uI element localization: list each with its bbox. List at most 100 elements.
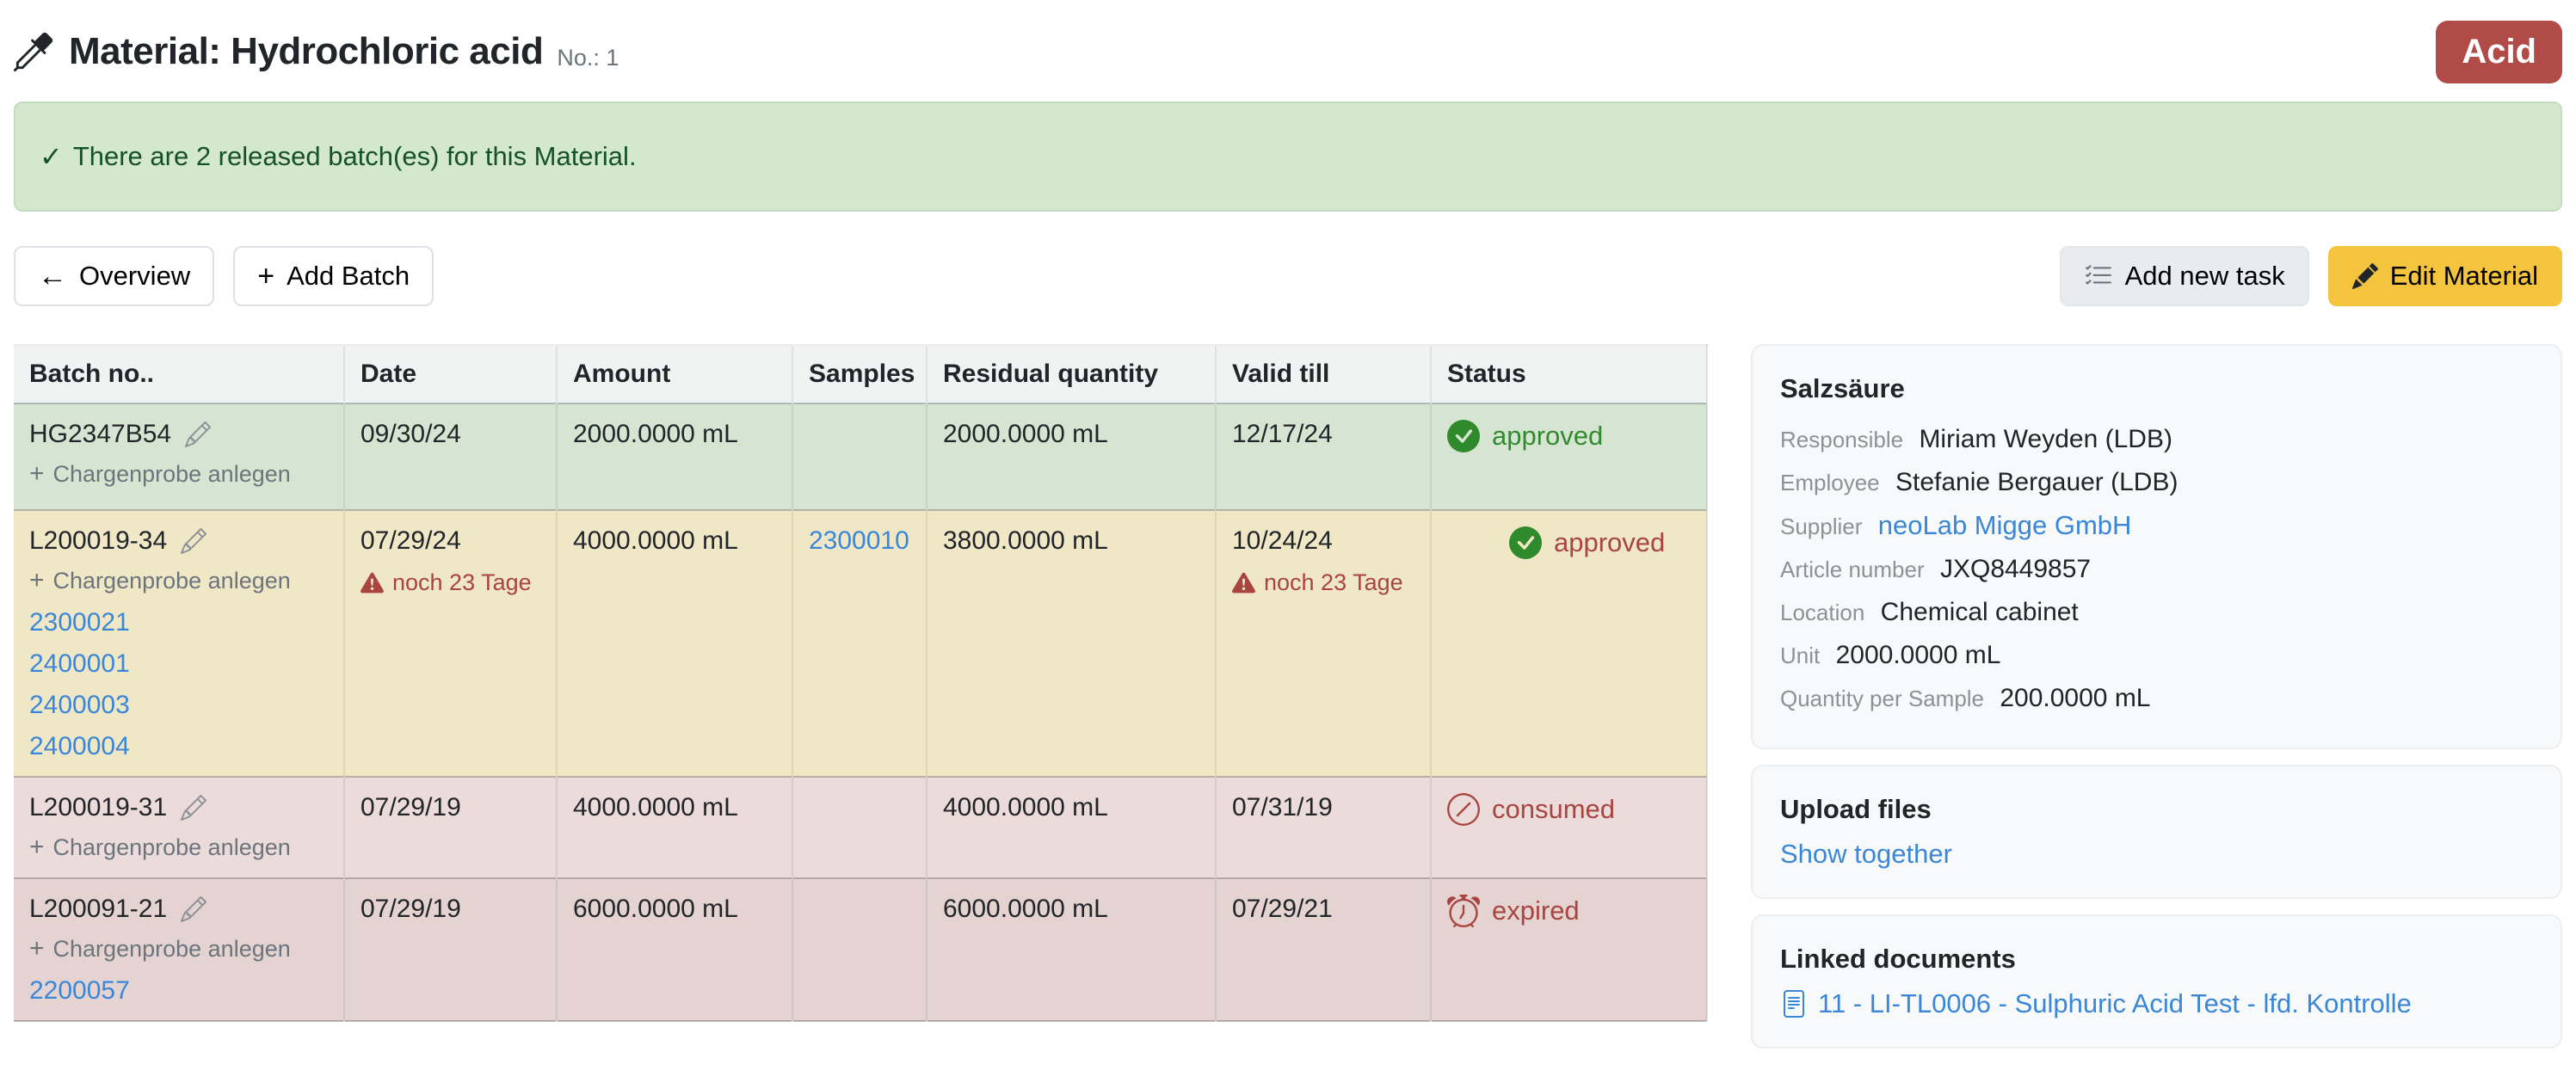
status-badge: consumed	[1492, 794, 1616, 824]
create-batch-sample-link[interactable]: + Chargenprobe anlegen	[29, 934, 291, 963]
batch-cell: L200091-21 + Chargenprobe anlegen 220005…	[14, 878, 344, 1021]
col-batch-no: Batch no..	[14, 344, 344, 403]
create-batch-sample-link[interactable]: + Chargenprobe anlegen	[29, 459, 291, 488]
show-together-link[interactable]: Show together	[1780, 839, 1952, 869]
create-batch-sample-link[interactable]: + Chargenprobe anlegen	[29, 833, 291, 861]
residual-cell: 4000.0000 mL	[926, 777, 1216, 878]
sample-link[interactable]: 2300010	[809, 526, 909, 555]
col-status: Status	[1430, 344, 1708, 403]
valid-till-cell: 10/24/24 noch 23 Tage	[1215, 510, 1431, 777]
add-new-task-button[interactable]: Add new task	[2059, 246, 2309, 306]
slash-circle-icon	[1447, 793, 1480, 826]
col-date: Date	[343, 344, 557, 403]
eyedropper-icon	[14, 32, 53, 71]
warning-triangle-icon	[1232, 572, 1255, 594]
residual-cell: 2000.0000 mL	[926, 403, 1216, 510]
linked-documents-card: Linked documents 11 - LI-TL0006 - Sulphu…	[1751, 914, 2562, 1049]
edit-batch-icon[interactable]	[181, 896, 207, 922]
titlebar: Material: Hydrochloric acid No.: 1 Acid	[14, 14, 2562, 89]
category-badge: Acid	[2436, 20, 2562, 83]
status-badge: approved	[1492, 421, 1604, 451]
edit-batch-icon[interactable]	[181, 795, 207, 821]
arrow-left-icon: ←	[38, 260, 67, 292]
table-row: L200091-21 + Chargenprobe anlegen 220005…	[14, 878, 1708, 1021]
field-location: Location Chemical cabinet	[1780, 598, 2079, 626]
toolbar-right: Add new task Edit Material	[2059, 246, 2562, 306]
status-cell: approved	[1430, 510, 1708, 777]
document-icon	[1784, 990, 1804, 1018]
status-badge: expired	[1492, 895, 1580, 926]
samples-cell: 2300010	[792, 510, 927, 777]
date-warning: noch 23 Tage	[361, 569, 540, 596]
material-name: Salzsäure	[1780, 373, 1905, 403]
plus-icon: +	[257, 260, 275, 292]
sample-link[interactable]: 2400004	[29, 732, 130, 760]
col-residual: Residual quantity	[926, 344, 1216, 403]
toolbar: ← Overview + Add Batch Add new task Edit…	[14, 246, 2562, 306]
check-icon: ✓	[40, 141, 63, 172]
residual-cell: 6000.0000 mL	[926, 878, 1216, 1021]
valid-till-cell: 12/17/24	[1215, 403, 1431, 510]
warning-triangle-icon	[361, 572, 384, 594]
date-cell: 07/29/19	[343, 777, 557, 878]
batch-cell: L200019-34 + Chargenprobe anlegen 230002…	[14, 510, 344, 777]
batch-cell: HG2347B54 + Chargenprobe anlegen	[14, 403, 344, 510]
batch-number: HG2347B54	[29, 420, 172, 448]
add-batch-button[interactable]: + Add Batch	[233, 246, 434, 306]
linked-document-link[interactable]: 11 - LI-TL0006 - Sulphuric Acid Test - l…	[1818, 988, 2412, 1018]
sample-link[interactable]: 2200057	[29, 976, 130, 1005]
table-header-row: Batch no.. Date Amount Samples Residual …	[14, 344, 1708, 403]
upload-files-card: Upload files Show together	[1751, 765, 2562, 899]
check-circle-icon	[1509, 526, 1542, 559]
list-check-icon	[2085, 265, 2111, 285]
upload-files-title: Upload files	[1780, 794, 1932, 824]
supplier-link[interactable]: neoLab Migge GmbH	[1877, 510, 2132, 540]
edit-batch-icon[interactable]	[185, 421, 212, 447]
sample-link[interactable]: 2400001	[29, 649, 130, 678]
linked-documents-title: Linked documents	[1780, 944, 2016, 974]
field-quantity-per-sample: Quantity per Sample 200.0000 mL	[1780, 684, 2151, 712]
create-batch-sample-link[interactable]: + Chargenprobe anlegen	[29, 566, 291, 594]
alert-text: There are 2 released batch(es) for this …	[72, 141, 637, 171]
page-title: Material: Hydrochloric acid	[69, 30, 544, 72]
table-row: L200019-31 + Chargenprobe anlegen 07/29/…	[14, 777, 1708, 878]
edit-material-button[interactable]: Edit Material	[2327, 246, 2562, 306]
batch-number: L200019-34	[29, 526, 168, 555]
alarm-clock-icon	[1447, 895, 1480, 927]
status-cell: approved	[1430, 403, 1708, 510]
date-cell: 07/29/19	[343, 878, 557, 1021]
valid-till-warning: noch 23 Tage	[1232, 569, 1414, 596]
batch-number: L200019-31	[29, 793, 168, 821]
samples-cell	[792, 777, 927, 878]
residual-cell: 3800.0000 mL	[926, 510, 1216, 777]
field-supplier: Supplier neoLab Migge GmbH	[1780, 510, 2132, 540]
plus-icon: +	[29, 566, 45, 594]
plus-icon: +	[29, 934, 45, 963]
batch-number: L200091-21	[29, 895, 168, 923]
edit-batch-icon[interactable]	[181, 528, 207, 554]
material-info-card: Salzsäure Responsible Miriam Weyden (LDB…	[1751, 344, 2562, 749]
batch-cell: L200019-31 + Chargenprobe anlegen	[14, 777, 344, 878]
valid-till-cell: 07/31/19	[1215, 777, 1431, 878]
sample-link[interactable]: 2400003	[29, 691, 130, 719]
content: Batch no.. Date Amount Samples Residual …	[14, 344, 2562, 1049]
material-number: No.: 1	[557, 44, 619, 71]
field-employee: Employee Stefanie Bergauer (LDB)	[1780, 468, 2179, 496]
check-circle-icon	[1447, 420, 1480, 452]
sample-link[interactable]: 2300021	[29, 608, 130, 637]
amount-cell: 4000.0000 mL	[556, 510, 792, 777]
field-unit: Unit 2000.0000 mL	[1780, 641, 2001, 669]
released-batches-alert: ✓ There are 2 released batch(es) for thi…	[14, 102, 2562, 212]
amount-cell: 6000.0000 mL	[556, 878, 792, 1021]
date-cell: 09/30/24	[343, 403, 557, 510]
field-responsible: Responsible Miriam Weyden (LDB)	[1780, 425, 2172, 453]
status-cell: consumed	[1430, 777, 1708, 878]
plus-icon: +	[29, 459, 45, 488]
batches-table: Batch no.. Date Amount Samples Residual …	[14, 344, 1708, 1022]
table-row: HG2347B54 + Chargenprobe anlegen 09/30/2…	[14, 403, 1708, 510]
col-samples: Samples	[792, 344, 927, 403]
col-amount: Amount	[556, 344, 792, 403]
overview-button[interactable]: ← Overview	[14, 246, 215, 306]
status-badge: approved	[1554, 527, 1666, 557]
